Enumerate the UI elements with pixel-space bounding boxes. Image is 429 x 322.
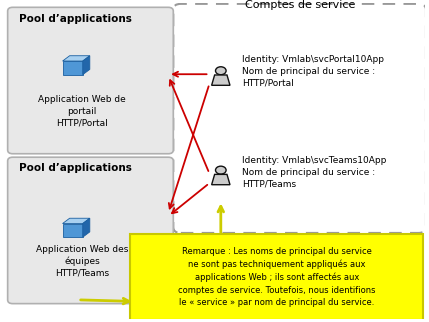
Polygon shape <box>83 218 90 237</box>
Text: Identity: Vmlab\svcPortal10App
Nom de principal du service :
HTTP/Portal: Identity: Vmlab\svcPortal10App Nom de pr… <box>242 55 384 88</box>
Polygon shape <box>63 218 90 223</box>
FancyBboxPatch shape <box>8 157 173 304</box>
Polygon shape <box>211 175 230 185</box>
Text: Pool d’applications: Pool d’applications <box>19 163 132 173</box>
Circle shape <box>215 67 226 75</box>
Text: Identity: Vmlab\svcTeams10App
Nom de principal du service :
HTTP/Teams: Identity: Vmlab\svcTeams10App Nom de pri… <box>242 156 386 189</box>
Text: Application Web des
équipes
HTTP/Teams: Application Web des équipes HTTP/Teams <box>36 245 128 278</box>
FancyBboxPatch shape <box>130 233 423 320</box>
Polygon shape <box>211 75 230 85</box>
Text: Application Web de
portail
HTTP/Portal: Application Web de portail HTTP/Portal <box>38 95 126 127</box>
Text: Remarque : Les noms de principal du service
ne sont pas techniquement appliqués : Remarque : Les noms de principal du serv… <box>178 247 375 308</box>
Polygon shape <box>83 56 90 75</box>
Circle shape <box>215 166 226 174</box>
Polygon shape <box>63 61 83 75</box>
Polygon shape <box>63 223 83 237</box>
Polygon shape <box>63 56 90 61</box>
Text: Comptes de service: Comptes de service <box>245 0 356 10</box>
FancyBboxPatch shape <box>8 7 173 154</box>
Text: Pool d’applications: Pool d’applications <box>19 14 132 24</box>
